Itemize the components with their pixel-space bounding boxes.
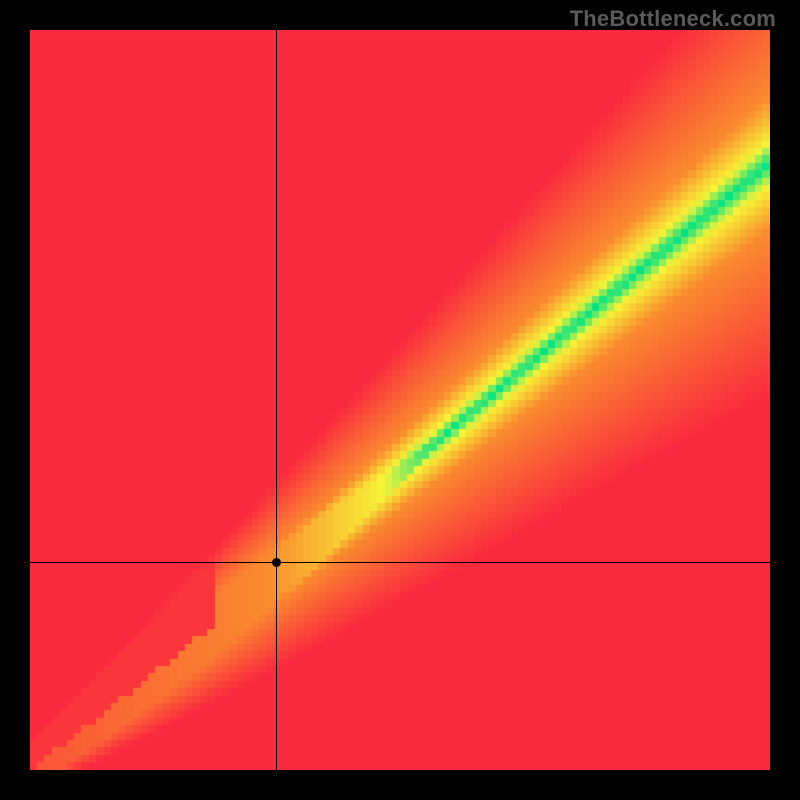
crosshair-horizontal [30,562,770,563]
crosshair-vertical [276,30,277,770]
heatmap-plot [30,30,770,770]
page-root: TheBottleneck.com [0,0,800,800]
watermark-text: TheBottleneck.com [570,6,776,32]
heatmap-canvas [30,30,770,770]
crosshair-marker [272,558,281,567]
